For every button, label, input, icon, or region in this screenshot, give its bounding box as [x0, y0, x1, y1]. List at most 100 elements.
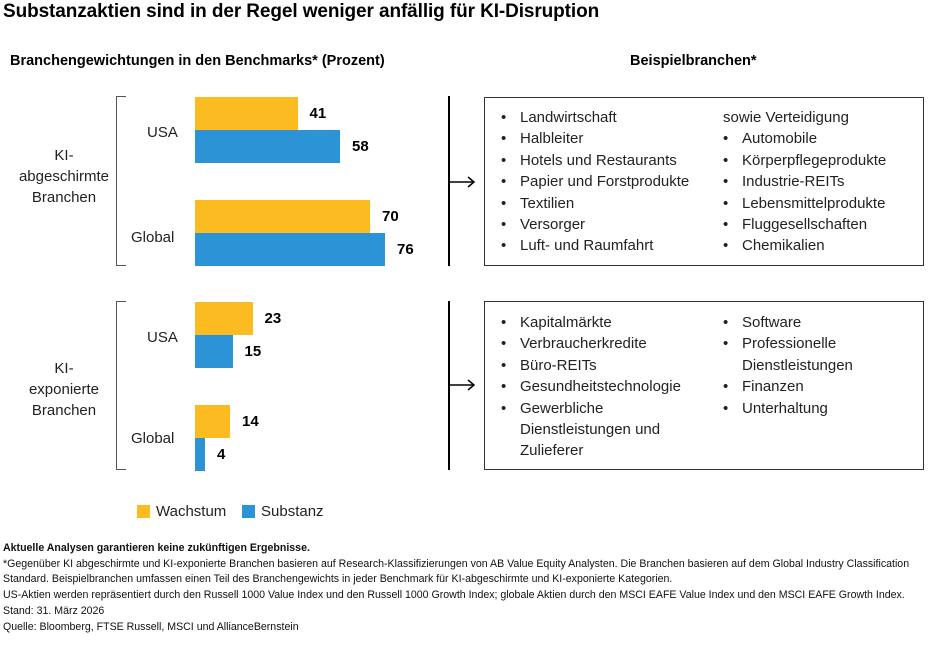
list-item: • Verbraucherkredite	[501, 333, 711, 354]
footer-note-1: *Gegenüber KI abgeschirmte und KI-exponi…	[3, 557, 910, 586]
list-item-label: Chemikalien	[742, 237, 825, 255]
list-item: sowie Verteidigung	[723, 109, 849, 126]
group-label-exposed: KI- exponierte Branchen	[28, 360, 100, 419]
bullet-icon: •	[723, 130, 729, 148]
legend-item-wachstum: Wachstum	[137, 503, 226, 520]
bar-substanz	[195, 335, 233, 368]
bar-wachstum	[195, 200, 370, 233]
bar-substanz	[195, 438, 205, 471]
left-heading: Branchengewichtungen in den Benchmarks* …	[10, 53, 385, 69]
list-item-label: Verbraucherkredite	[520, 335, 647, 353]
arrow-right-icon	[448, 176, 476, 188]
footer-source: Quelle: Bloomberg, FTSE Russell, MSCI un…	[3, 620, 299, 633]
list-item: • Kapitalmärkte	[501, 312, 711, 333]
examples-box-shielded: • Landwirtschaft • Halbleiter • Hotels und Re…	[484, 97, 924, 266]
bullet-icon: •	[723, 314, 729, 331]
category-label-exposed-usa: USA	[147, 329, 178, 346]
footer-note-2: US-Aktien werden repräsentiert durch den…	[3, 589, 905, 602]
right-heading: Beispielbranchen*	[630, 53, 757, 69]
list-item-label: Professionelle Dienstleistungen	[742, 335, 853, 374]
list-item-label: Körperpflegeprodukte	[742, 151, 887, 169]
data-label: 14	[242, 413, 259, 430]
data-label: 58	[352, 138, 369, 155]
bar-wachstum	[195, 97, 298, 130]
list-item-label: Software	[742, 314, 802, 331]
list-item: • Papier und Forstprodukte	[501, 171, 689, 192]
bullet-icon: •	[723, 237, 729, 255]
list-item: • Lebensmittelprodukte	[723, 193, 886, 214]
list-item: • Versorger	[501, 214, 689, 235]
data-label: 41	[309, 105, 327, 122]
list-item: • Halbleiter	[501, 128, 689, 149]
data-label: 23	[264, 310, 282, 327]
list-item-label: Papier und Forstprodukte	[520, 173, 690, 191]
bullet-icon: •	[501, 378, 507, 396]
examples-shielded-col2: sowie Verteidigung • Automobile • Körperpfl…	[723, 107, 886, 257]
category-label-shielded-global: Global	[131, 229, 175, 246]
arrow-right-icon	[448, 379, 476, 391]
list-item-label: Finanzen	[742, 378, 804, 396]
list-item-label: Textilien	[520, 194, 575, 212]
bullet-icon: •	[723, 173, 729, 191]
list-item-label: Kapitalmärkte	[520, 314, 612, 331]
bullet-icon: •	[501, 399, 507, 417]
data-label: 70	[382, 208, 399, 225]
list-item: • Textilien	[501, 193, 689, 214]
bullet-icon: •	[723, 335, 729, 353]
legend-swatch-substanz	[242, 505, 255, 518]
bullet-icon: •	[501, 151, 507, 169]
bullet-icon: •	[501, 194, 507, 212]
footer-notes: Aktuelle Analysen garantieren keine zukü…	[3, 541, 937, 635]
list-item: • Hotels und Restaurants	[501, 150, 689, 171]
footer-date: Stand: 31. März 2026	[3, 604, 105, 617]
list-item: • Finanzen	[723, 376, 913, 397]
bar-wachstum	[195, 302, 253, 335]
list-item: • Landwirtschaft	[501, 107, 689, 128]
data-label: 76	[397, 241, 414, 258]
bullet-icon: •	[501, 216, 507, 234]
list-item: • Software	[723, 312, 913, 333]
bullet-icon: •	[501, 237, 507, 255]
bullet-icon: •	[723, 378, 729, 396]
bullet-icon: •	[723, 151, 729, 169]
list-item: • Luft- und Raumfahrt	[501, 235, 689, 256]
bar-substanz	[195, 233, 385, 266]
bullet-icon: •	[501, 173, 507, 191]
category-label-exposed-global: Global	[131, 430, 175, 447]
list-item-label: Fluggesellschaften	[742, 216, 868, 234]
list-item: • Fluggesellschaften	[723, 214, 886, 235]
list-item-label: Industrie-REITs	[742, 173, 845, 191]
list-item: • Automobile	[723, 128, 886, 149]
bullet-icon: •	[723, 216, 729, 234]
examples-exposed-col2: • Software • Professionelle Dienstleistunge…	[723, 312, 913, 419]
bullet-icon: •	[723, 399, 729, 417]
list-item-label: Halbleiter	[520, 130, 584, 148]
list-item: • Gesundheitstechnologie	[501, 376, 711, 397]
bullet-icon: •	[501, 356, 507, 374]
examples-exposed-col1: • Kapitalmärkte • Verbraucherkredite • Büro-R…	[501, 312, 711, 462]
list-item: • Chemikalien	[723, 235, 886, 256]
list-item-label: Büro-REITs	[520, 356, 597, 374]
bullet-icon: •	[501, 314, 507, 331]
list-item-label: Automobile	[742, 130, 818, 148]
divider-shielded	[448, 96, 450, 266]
list-item-label: Landwirtschaft	[520, 109, 617, 126]
data-label: 15	[244, 343, 262, 360]
bar-substanz	[195, 130, 340, 163]
examples-box-exposed: • Kapitalmärkte • Verbraucherkredite • Büro-R…	[484, 301, 924, 470]
bar-wachstum	[195, 405, 230, 438]
legend-item-substanz: Substanz	[242, 503, 324, 520]
chart-title: Substanzaktien sind in der Regel weniger…	[3, 1, 600, 22]
category-label-shielded-usa: USA	[147, 124, 178, 141]
list-item: • Unterhaltung	[723, 398, 913, 419]
list-item-label: Gesundheitstechnologie	[520, 378, 681, 396]
list-item: • Körperpflegeprodukte	[723, 150, 886, 171]
bullet-icon: •	[501, 109, 507, 126]
list-item: • Gewerbliche Dienstleistungen und Zulief…	[501, 398, 711, 462]
list-item-label: Luft- und Raumfahrt	[520, 237, 654, 255]
legend-swatch-wachstum	[137, 505, 150, 518]
list-item-label: Gewerbliche Dienstleistungen und Zuliefe…	[520, 399, 661, 460]
group-bracket-shielded	[116, 96, 126, 266]
bullet-icon: •	[501, 335, 507, 353]
list-item-label: Versorger	[520, 216, 586, 234]
